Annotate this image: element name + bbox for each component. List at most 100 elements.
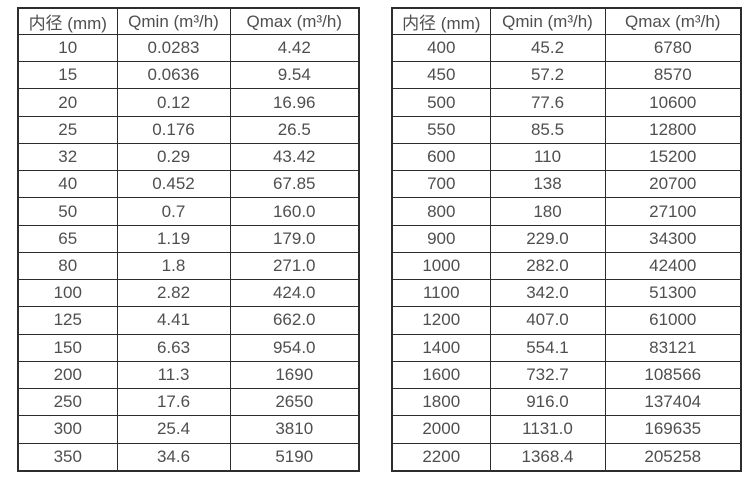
diameter-cell: 250	[17, 388, 118, 417]
table-row: 40 0.452 67.85	[17, 170, 360, 199]
qmin-cell: 11.3	[116, 360, 231, 390]
table-row: 400 45.2 6780	[391, 33, 742, 63]
diameter-cell: 600	[391, 142, 491, 172]
qmin-cell: 77.6	[489, 88, 606, 117]
diameter-cell: 1200	[391, 306, 491, 335]
diameter-cell: 500	[391, 88, 491, 117]
table-row: 450 57.2 8570	[391, 61, 742, 90]
qmin-cell: 229.0	[489, 224, 606, 253]
table-row: 1100 342.0 51300	[391, 279, 742, 308]
table-row: 1400 554.1 83121	[391, 333, 742, 362]
qmax-cell: 1690	[229, 360, 360, 390]
qmin-cell: 407.0	[489, 306, 606, 335]
table-row: 80 1.8 271.0	[17, 251, 360, 281]
diameter-cell: 350	[17, 442, 118, 472]
qmax-cell: 3810	[229, 415, 360, 444]
qmin-cell: 0.176	[116, 115, 231, 144]
diameter-cell: 1000	[391, 251, 491, 281]
qmax-cell: 83121	[604, 333, 742, 362]
qmax-cell: 108566	[604, 360, 742, 390]
column-header-qmax: Qmax (m³/h)	[604, 7, 742, 35]
diameter-cell: 50	[17, 197, 118, 226]
qmin-cell: 25.4	[116, 415, 231, 444]
diameter-cell: 700	[391, 170, 491, 199]
table-row: 25 0.176 26.5	[17, 115, 360, 144]
table-row: 20 0.12 16.96	[17, 88, 360, 117]
qmin-cell: 180	[489, 197, 606, 226]
diameter-cell: 1400	[391, 333, 491, 362]
qmin-cell: 4.41	[116, 306, 231, 335]
qmax-cell: 954.0	[229, 333, 360, 362]
qmax-cell: 16.96	[229, 88, 360, 117]
qmin-cell: 85.5	[489, 115, 606, 144]
table-header: 内径 (mm) Qmin (m³/h) Qmax (m³/h)	[391, 7, 742, 35]
table-row: 2200 1368.4 205258	[391, 442, 742, 472]
table-row: 65 1.19 179.0	[17, 224, 360, 253]
column-header-qmax: Qmax (m³/h)	[229, 7, 360, 35]
qmax-cell: 5190	[229, 442, 360, 472]
qmax-cell: 179.0	[229, 224, 360, 253]
diameter-cell: 100	[17, 279, 118, 308]
flow-rate-table-large-diameters: 内径 (mm) Qmin (m³/h) Qmax (m³/h) 400 45.2 6…	[391, 7, 742, 472]
qmin-cell: 2.82	[116, 279, 231, 308]
qmin-cell: 110	[489, 142, 606, 172]
table-row: 32 0.29 43.42	[17, 142, 360, 172]
qmax-cell: 662.0	[229, 306, 360, 335]
qmax-cell: 137404	[604, 388, 742, 417]
qmin-cell: 1368.4	[489, 442, 606, 472]
table-row: 1800 916.0 137404	[391, 388, 742, 417]
table-row: 200 11.3 1690	[17, 360, 360, 390]
diameter-cell: 2000	[391, 415, 491, 444]
column-header-diameter: 内径 (mm)	[391, 7, 491, 35]
table-row: 150 6.63 954.0	[17, 333, 360, 362]
header-row: 内径 (mm) Qmin (m³/h) Qmax (m³/h)	[391, 7, 742, 35]
table-row: 500 77.6 10600	[391, 88, 742, 117]
qmax-cell: 169635	[604, 415, 742, 444]
qmax-cell: 15200	[604, 142, 742, 172]
qmax-cell: 34300	[604, 224, 742, 253]
qmin-cell: 0.7	[116, 197, 231, 226]
qmax-cell: 8570	[604, 61, 742, 90]
qmin-cell: 138	[489, 170, 606, 199]
qmax-cell: 12800	[604, 115, 742, 144]
diameter-cell: 1600	[391, 360, 491, 390]
table-row: 1600 732.7 108566	[391, 360, 742, 390]
diameter-cell: 15	[17, 61, 118, 90]
qmin-cell: 0.0283	[116, 33, 231, 63]
table-row: 10 0.0283 4.42	[17, 33, 360, 63]
column-header-diameter: 内径 (mm)	[17, 7, 118, 35]
diameter-cell: 10	[17, 33, 118, 63]
qmin-cell: 0.0636	[116, 61, 231, 90]
qmin-cell: 0.452	[116, 170, 231, 199]
qmin-cell: 6.63	[116, 333, 231, 362]
table-row: 50 0.7 160.0	[17, 197, 360, 226]
diameter-cell: 450	[391, 61, 491, 90]
qmax-cell: 4.42	[229, 33, 360, 63]
qmin-cell: 554.1	[489, 333, 606, 362]
table-row: 800 180 27100	[391, 197, 742, 226]
diameter-cell: 800	[391, 197, 491, 226]
qmax-cell: 27100	[604, 197, 742, 226]
table-row: 15 0.0636 9.54	[17, 61, 360, 90]
diameter-cell: 20	[17, 88, 118, 117]
diameter-cell: 200	[17, 360, 118, 390]
header-row: 内径 (mm) Qmin (m³/h) Qmax (m³/h)	[17, 7, 360, 35]
qmin-cell: 0.12	[116, 88, 231, 117]
table-row: 550 85.5 12800	[391, 115, 742, 144]
diameter-cell: 40	[17, 170, 118, 199]
qmin-cell: 282.0	[489, 251, 606, 281]
table-row: 250 17.6 2650	[17, 388, 360, 417]
qmin-cell: 0.29	[116, 142, 231, 172]
table-row: 700 138 20700	[391, 170, 742, 199]
table-row: 300 25.4 3810	[17, 415, 360, 444]
qmin-cell: 1.8	[116, 251, 231, 281]
qmin-cell: 1131.0	[489, 415, 606, 444]
qmin-cell: 732.7	[489, 360, 606, 390]
diameter-cell: 1100	[391, 279, 491, 308]
qmax-cell: 9.54	[229, 61, 360, 90]
diameter-cell: 25	[17, 115, 118, 144]
qmin-cell: 916.0	[489, 388, 606, 417]
qmax-cell: 20700	[604, 170, 742, 199]
diameter-cell: 400	[391, 33, 491, 63]
qmax-cell: 271.0	[229, 251, 360, 281]
